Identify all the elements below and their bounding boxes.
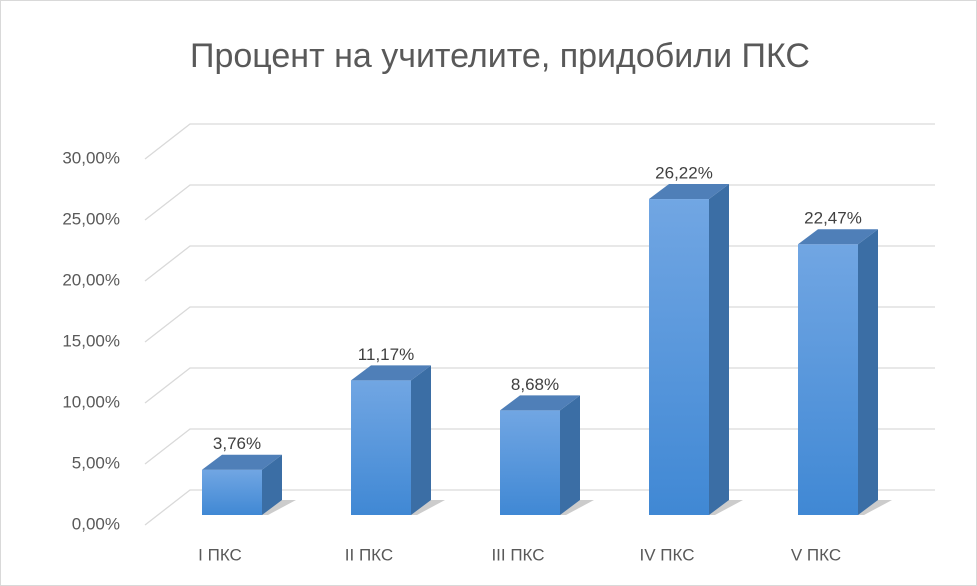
y-tick-label: 30,00% [62,148,120,167]
bar-side [262,454,282,515]
grid-line [144,123,935,160]
bar-side [709,184,729,515]
bar [500,410,560,515]
x-tick-label: III ПКС [491,545,544,564]
y-tick-label: 15,00% [62,331,120,350]
x-tick-label: II ПКС [345,545,393,564]
bar-top [500,395,580,411]
value-label: 8,68% [511,375,559,394]
x-tick-label: V ПКС [791,545,841,564]
y-tick-label: 5,00% [72,453,120,472]
x-tick-label: I ПКС [198,545,242,564]
x-tick-label: IV ПКС [640,545,695,564]
bar-top [798,229,878,245]
y-tick-label: 10,00% [62,392,120,411]
value-label: 3,76% [213,434,261,453]
y-tick-label: 25,00% [62,209,120,228]
bar [798,244,858,515]
bar-top [351,365,431,381]
chart-title: Процент на учителите, придобили ПКС [190,37,810,75]
value-label: 22,47% [804,209,862,228]
bar-top [649,184,729,200]
bar-side [858,229,878,515]
y-tick-label: 20,00% [62,270,120,289]
bar [649,199,709,515]
bar [351,380,411,515]
y-tick-label: 0,00% [72,514,120,533]
bar-side [560,395,580,515]
bar-top [202,454,282,470]
value-label: 26,22% [655,164,713,183]
bar [202,469,262,515]
bar-side [411,365,431,515]
value-label: 11,17% [358,345,414,364]
